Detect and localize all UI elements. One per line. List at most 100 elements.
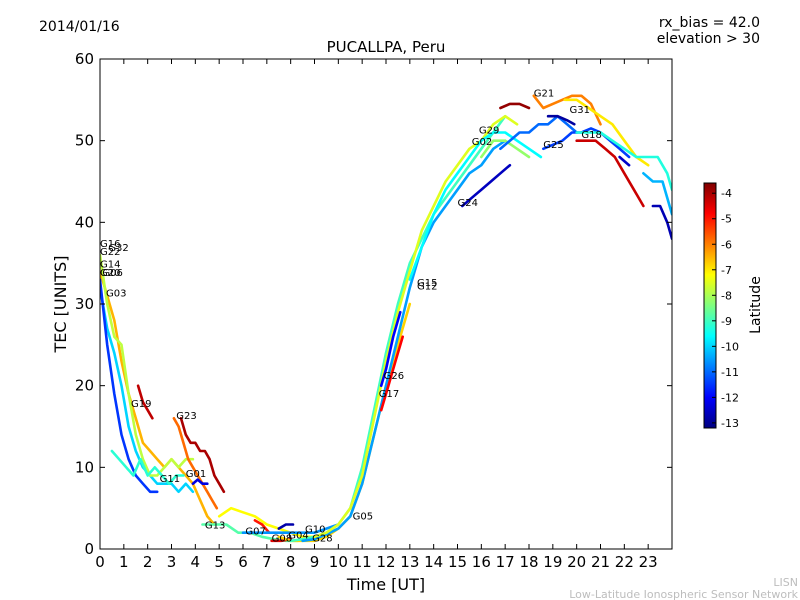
x-tick-label-6: 6: [238, 553, 248, 571]
prn-label-20: G15: [417, 278, 437, 289]
prn-label-5: G06: [102, 268, 122, 279]
footer-lisn: LISN: [773, 576, 798, 589]
x-tick-label-5: 5: [214, 553, 224, 571]
series-line-4: [110, 449, 185, 486]
x-tick-label-22: 22: [615, 553, 634, 571]
prn-label-13: G08: [272, 534, 292, 545]
prn-label-9: G01: [186, 469, 206, 480]
x-tick-label-13: 13: [400, 553, 419, 571]
prn-label-11: G13: [205, 521, 225, 532]
y-tick-label-30: 30: [75, 295, 94, 313]
series-line-3: [100, 278, 159, 494]
series-line-28: [546, 114, 576, 126]
prn-label-17: G05: [353, 512, 373, 523]
prn-label-0: G16: [100, 239, 120, 250]
prn-label-28: G18: [581, 130, 601, 141]
y-tick-label-10: 10: [75, 458, 94, 476]
prn-label-27: G25: [543, 140, 563, 151]
x-tick-label-0: 0: [95, 553, 105, 571]
y-tick-label-20: 20: [75, 377, 94, 395]
series-line-26: [532, 94, 602, 126]
x-tick-label-4: 4: [191, 553, 201, 571]
prn-label-1: G32: [108, 243, 128, 254]
colorbar-tick-label--10: -10: [721, 340, 739, 353]
x-tick-label-2: 2: [143, 553, 153, 571]
prn-label-2: G22: [100, 247, 120, 258]
series-line-21: [408, 131, 543, 281]
series-line-7: [179, 416, 226, 494]
prn-label-12: G07: [245, 526, 265, 537]
series-line-6: [172, 416, 219, 510]
date-label: 2014/01/16: [39, 19, 120, 35]
prn-label-14: G04: [288, 530, 308, 541]
y-tick-label-40: 40: [75, 213, 94, 231]
series-line-5: [136, 384, 154, 420]
x-tick-label-9: 9: [310, 553, 320, 571]
series-line-12: [253, 519, 271, 535]
prn-label-21: G12: [417, 281, 437, 292]
series-line-25: [499, 102, 531, 110]
prn-label-22: G24: [458, 198, 478, 209]
x-tick-label-21: 21: [591, 553, 610, 571]
x-tick-label-7: 7: [262, 553, 272, 571]
series-line-20: [379, 335, 405, 412]
prn-label-24: G29: [479, 125, 499, 136]
colorbar-tick-label--12: -12: [721, 391, 739, 404]
x-tick-label-11: 11: [353, 553, 372, 571]
x-axis-label: Time [UT]: [346, 575, 425, 594]
colorbar-tick-label--4: -4: [721, 187, 732, 200]
series-line-29: [541, 127, 631, 159]
colorbar-label: Latitude: [748, 276, 764, 334]
series-line-14: [241, 523, 340, 535]
prn-label-6: G03: [106, 289, 126, 300]
y-ticks: 0 10 20 30 40 50 60: [75, 50, 672, 558]
x-tick-label-17: 17: [496, 553, 515, 571]
x-tick-label-10: 10: [329, 553, 348, 571]
prn-label-18: G17: [379, 389, 399, 400]
series-line-17: [301, 139, 507, 543]
series-line-31: [575, 131, 672, 191]
series-line-24: [499, 114, 579, 151]
elevation-label: elevation > 30: [657, 31, 760, 47]
series-line-34: [618, 155, 631, 167]
x-tick-label-1: 1: [119, 553, 129, 571]
colorbar-tick-label--9: -9: [721, 315, 732, 328]
series-line-23: [479, 139, 531, 159]
colorbar: [703, 182, 717, 429]
prn-label-19: G26: [384, 371, 404, 382]
colorbar-tick-label--8: -8: [721, 289, 732, 302]
y-tick-label-60: 60: [75, 50, 94, 68]
series-line-30: [575, 139, 645, 208]
series-line-2: [100, 253, 195, 477]
series-layer: [100, 94, 672, 543]
prn-label-8: G23: [176, 411, 196, 422]
series-line-22: [460, 163, 512, 208]
prn-label-3: G14: [100, 259, 120, 270]
x-tick-label-14: 14: [424, 553, 443, 571]
footer-network: Low-Latitude Ionospheric Sensor Network: [569, 588, 798, 600]
colorbar-tick-label--11: -11: [721, 366, 739, 379]
prn-label-16: G28: [312, 534, 332, 545]
series-line-33: [651, 204, 672, 240]
y-tick-label-0: 0: [84, 540, 94, 558]
prn-label-15: G10: [305, 525, 325, 536]
x-tick-label-23: 23: [639, 553, 658, 571]
prn-label-4: G20: [100, 268, 120, 279]
x-ticks: 0 1 2 3 4 5 6 7 8 9 10 11 12 13 14 15 16 17 18 19 20 21 22 23: [95, 59, 658, 571]
colorbar-tick-label--5: -5: [721, 213, 732, 226]
prn-label-25: G21: [534, 89, 554, 100]
series-line-11: [277, 523, 295, 530]
series-line-32: [642, 172, 672, 216]
colorbar-tick-label--13: -13: [721, 417, 739, 430]
x-tick-label-3: 3: [167, 553, 177, 571]
chart-title: PUCALLPA, Peru: [327, 38, 446, 56]
x-tick-label-18: 18: [519, 553, 538, 571]
prn-label-7: G19: [131, 399, 151, 410]
prn-label-26: G31: [570, 105, 590, 116]
x-tick-label-16: 16: [472, 553, 491, 571]
x-tick-label-19: 19: [543, 553, 562, 571]
prn-label-10: G11: [160, 474, 180, 485]
x-tick-label-12: 12: [376, 553, 395, 571]
